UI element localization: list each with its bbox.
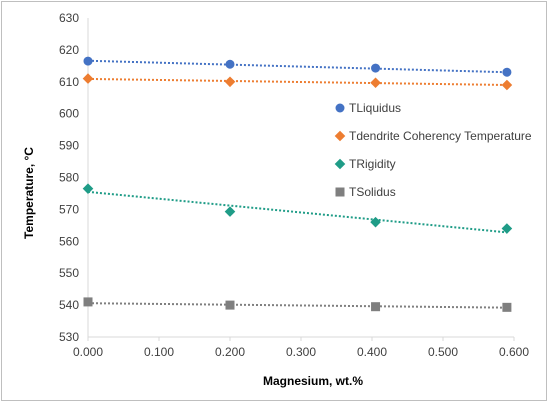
legend-label-2: TRigidity	[349, 157, 396, 171]
x-tick-label: 0.500	[428, 345, 458, 359]
x-tick-label: 0.100	[144, 345, 174, 359]
y-axis: 530 540 550 560 570 580 590 600 610 620 630	[59, 11, 89, 344]
y-tick-label: 620	[59, 43, 79, 57]
y-tick-label: 580	[59, 171, 79, 185]
x-axis: 0.000 0.100 0.200 0.300 0.400 0.500 0.600	[73, 336, 529, 359]
x-tick-label: 0.600	[499, 345, 529, 359]
data-point-3-0	[83, 297, 93, 307]
data-point-0-1	[225, 59, 235, 69]
data-points	[82, 56, 513, 312]
data-point-3-2	[371, 302, 381, 312]
data-point-1-2	[370, 77, 381, 89]
data-point-1-3	[501, 79, 513, 91]
y-axis-title: Temperature, °C	[22, 147, 36, 239]
y-tick-label: 570	[59, 202, 79, 216]
legend-marker-0	[335, 103, 345, 113]
data-point-3-3	[502, 302, 512, 312]
data-point-2-3	[501, 223, 513, 234]
y-tick-label: 610	[59, 75, 79, 89]
legend-label-1: Tdendrite Coherency Temperature	[349, 129, 532, 143]
x-tick-label: 0.200	[215, 345, 245, 359]
x-tick-label: 0.400	[357, 345, 387, 359]
data-point-0-2	[371, 63, 381, 73]
y-tick-label: 600	[59, 107, 79, 121]
y-tick-label: 550	[59, 266, 79, 280]
trendline-0	[87, 59, 507, 74]
data-point-2-2	[370, 216, 381, 228]
data-point-2-0	[82, 183, 94, 194]
y-tick-label: 630	[59, 11, 79, 25]
trendline-1	[87, 77, 507, 86]
legend-marker-1	[334, 130, 346, 142]
legend: TLiquidus Tdendrite Coherency Temperature…	[334, 101, 532, 199]
data-point-1-1	[224, 76, 236, 88]
trendline-2	[87, 190, 507, 234]
trendline-3	[87, 302, 507, 309]
x-tick-label: 0.000	[73, 345, 103, 359]
data-point-3-1	[225, 300, 235, 310]
y-tick-label: 560	[59, 234, 79, 248]
y-tick-label: 530	[59, 330, 79, 344]
y-tick-label: 540	[59, 298, 79, 312]
data-point-2-1	[224, 206, 236, 217]
y-tick-label: 590	[59, 139, 79, 153]
legend-marker-3	[335, 187, 345, 197]
x-tick-label: 0.300	[286, 345, 316, 359]
data-point-0-3	[502, 67, 512, 77]
legend-label-3: TSolidus	[349, 185, 396, 199]
trendlines	[87, 59, 507, 309]
legend-label-0: TLiquidus	[349, 101, 401, 115]
x-axis-title: Magnesium, wt.%	[263, 374, 363, 388]
data-point-0-0	[83, 56, 93, 66]
legend-marker-2	[334, 158, 346, 170]
data-point-1-0	[82, 73, 94, 84]
